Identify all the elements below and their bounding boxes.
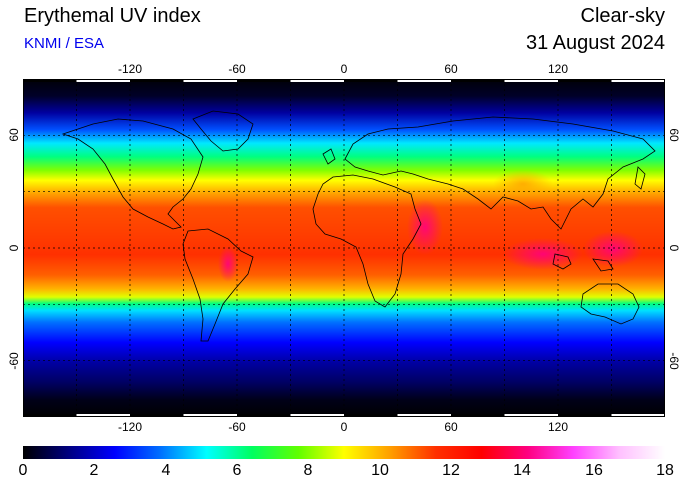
lat-tick-right-2: 0	[667, 244, 681, 252]
lon-tick-top-5: 120	[547, 62, 569, 76]
lat-tick-left-1: 60	[7, 128, 21, 142]
colorbar-tick-8: 8	[303, 462, 313, 479]
colorbar-tick-6: 6	[232, 462, 242, 479]
lon-tick-bottom-5: 120	[547, 420, 569, 434]
map-border	[23, 79, 665, 417]
credit-label[interactable]: KNMI / ESA	[24, 35, 105, 52]
uv-hotspots	[218, 170, 643, 282]
lon-tick-bottom-1: -120	[117, 420, 143, 434]
lat-tick-right-3: -60	[667, 352, 681, 370]
colorbar-tick-12: 12	[442, 462, 460, 479]
uv-index-map	[23, 79, 665, 417]
colorbar-tick-4: 4	[161, 462, 171, 479]
lon-tick-bottom-4: 60	[444, 420, 458, 434]
lat-tick-right-1: 60	[667, 128, 681, 142]
colorbar-tick-2: 2	[89, 462, 99, 479]
lat-tick-left-3: -60	[7, 352, 21, 370]
lon-tick-top-3: 0	[340, 62, 348, 76]
colorbar-tick-0: 0	[18, 462, 28, 479]
colorbar-tick-18: 18	[656, 462, 674, 479]
graticule	[23, 79, 665, 417]
sky-condition-label: Clear-sky	[580, 5, 665, 27]
lat-tick-left-2: 0	[7, 244, 21, 252]
colorbar-tick-14: 14	[513, 462, 531, 479]
colorbar-tick-10: 10	[371, 462, 389, 479]
colorbar-tick-16: 16	[585, 462, 603, 479]
lon-tick-top-1: -120	[117, 62, 143, 76]
lon-tick-top-4: 60	[444, 62, 458, 76]
map-title: Erythemal UV index	[24, 5, 201, 27]
lon-tick-top-2: -60	[228, 62, 246, 76]
date-label: 31 August 2024	[525, 32, 665, 54]
lon-tick-bottom-3: 0	[340, 420, 348, 434]
lon-tick-bottom-2: -60	[228, 420, 246, 434]
colorbar	[23, 446, 665, 459]
